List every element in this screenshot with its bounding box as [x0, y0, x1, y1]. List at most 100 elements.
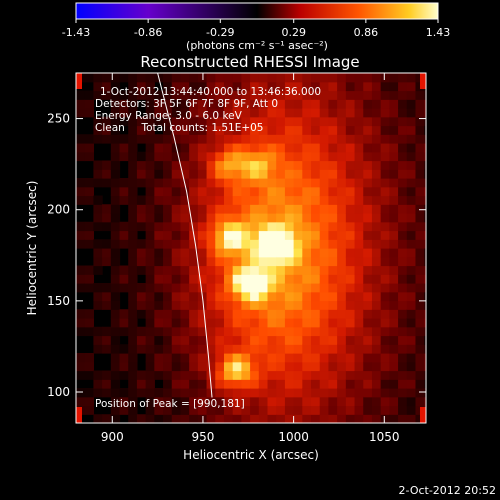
heatmap-cell [276, 178, 286, 188]
heatmap-cell [241, 195, 251, 205]
heatmap-cell [311, 143, 321, 153]
heatmap-cell [163, 344, 173, 354]
heatmap-cell [119, 265, 129, 275]
heatmap-cell [328, 388, 338, 398]
heatmap-cell [206, 291, 216, 302]
heatmap-cell [76, 230, 86, 240]
heatmap-cell [311, 213, 321, 223]
heatmap-cell [371, 213, 382, 223]
heatmap-cell [250, 274, 260, 284]
heatmap-cell [406, 143, 417, 153]
heatmap-cell [363, 248, 373, 258]
heatmap-cell [302, 388, 312, 398]
heatmap-cell [119, 344, 129, 354]
heatmap-cell [110, 283, 121, 293]
heatmap-cell [293, 396, 303, 407]
heatmap-cell [110, 73, 121, 83]
heatmap-cell [363, 221, 373, 232]
heatmap-cell [241, 248, 251, 258]
heatmap-cell [371, 300, 382, 310]
heatmap-cell [232, 90, 242, 100]
heatmap-cell [197, 143, 208, 153]
heatmap-cell [215, 116, 225, 127]
heatmap-cell [389, 265, 399, 275]
heatmap-cell [302, 204, 312, 214]
heatmap-cell [110, 99, 121, 109]
heatmap-cell [424, 195, 426, 205]
heatmap-cell [223, 256, 234, 267]
y-tick-label: 250 [47, 112, 70, 126]
heatmap-cell [258, 309, 269, 319]
heatmap-cell [110, 414, 121, 423]
heatmap-cell [319, 379, 330, 389]
heatmap-cell [180, 274, 190, 284]
heatmap-cell [145, 265, 155, 275]
heatmap-cell [110, 291, 121, 302]
heatmap-cell [354, 186, 364, 197]
heatmap-cell [258, 414, 269, 423]
heatmap-cell [276, 230, 286, 240]
heatmap-cell [354, 414, 364, 423]
heatmap-cell [328, 186, 338, 197]
heatmap-cell [267, 248, 277, 258]
heatmap-cell [84, 370, 95, 380]
heatmap-cell [363, 169, 373, 179]
heatmap-cell [389, 396, 399, 407]
heatmap-cell [398, 361, 408, 372]
heatmap-cell [258, 265, 269, 275]
heatmap-cell [371, 116, 382, 127]
heatmap-cell [154, 248, 164, 258]
heatmap-cell [223, 230, 234, 240]
heatmap-cell [337, 125, 347, 135]
heatmap-cell [145, 388, 155, 398]
heatmap-cell [354, 90, 364, 100]
heatmap-cell [302, 379, 312, 389]
heatmap-cell [197, 256, 208, 267]
heatmap-cell [232, 326, 242, 337]
heatmap-cell [258, 213, 269, 223]
heatmap-cell [102, 388, 112, 398]
heatmap-cell [389, 239, 399, 249]
heatmap-cell [328, 213, 338, 223]
heatmap-cell [337, 291, 347, 302]
heatmap-cell [328, 73, 338, 83]
heatmap-cell [337, 379, 347, 389]
heatmap-cell [145, 108, 155, 118]
heatmap-cell [197, 379, 208, 389]
heatmap-cell [363, 160, 373, 170]
heatmap-cell [424, 344, 426, 354]
heatmap-cell [267, 73, 277, 83]
heatmap-cell [76, 151, 86, 162]
heatmap-cell [197, 361, 208, 372]
heatmap-cell [145, 178, 155, 188]
heatmap-cell [354, 178, 364, 188]
heatmap-cell [302, 335, 312, 345]
heatmap-cell [206, 160, 216, 170]
heatmap-cell [180, 99, 190, 109]
heatmap-cell [354, 230, 364, 240]
heatmap-cell [258, 151, 269, 162]
heatmap-cell [319, 353, 330, 363]
heatmap-cell [232, 318, 242, 328]
heatmap-cell [293, 239, 303, 249]
heatmap-cell [415, 178, 425, 188]
heatmap-cell [171, 414, 182, 423]
heatmap-cell [223, 248, 234, 258]
heatmap-cell [415, 265, 425, 275]
heatmap-cell [76, 396, 86, 407]
heatmap-cell [284, 265, 295, 275]
heatmap-cell [189, 151, 199, 162]
heatmap-cell [206, 116, 216, 127]
heatmap-cell [276, 344, 286, 354]
heatmap-cell [276, 256, 286, 267]
heatmap-cell [232, 405, 242, 415]
heatmap-cell [76, 108, 86, 118]
heatmap-cell [415, 326, 425, 337]
heatmap-cell [232, 151, 242, 162]
heatmap-cell [319, 335, 330, 345]
heatmap-cell [415, 160, 425, 170]
heatmap-cell [302, 125, 312, 135]
heatmap-cell [84, 353, 95, 363]
heatmap-cell [180, 300, 190, 310]
heatmap-cell [136, 265, 147, 275]
